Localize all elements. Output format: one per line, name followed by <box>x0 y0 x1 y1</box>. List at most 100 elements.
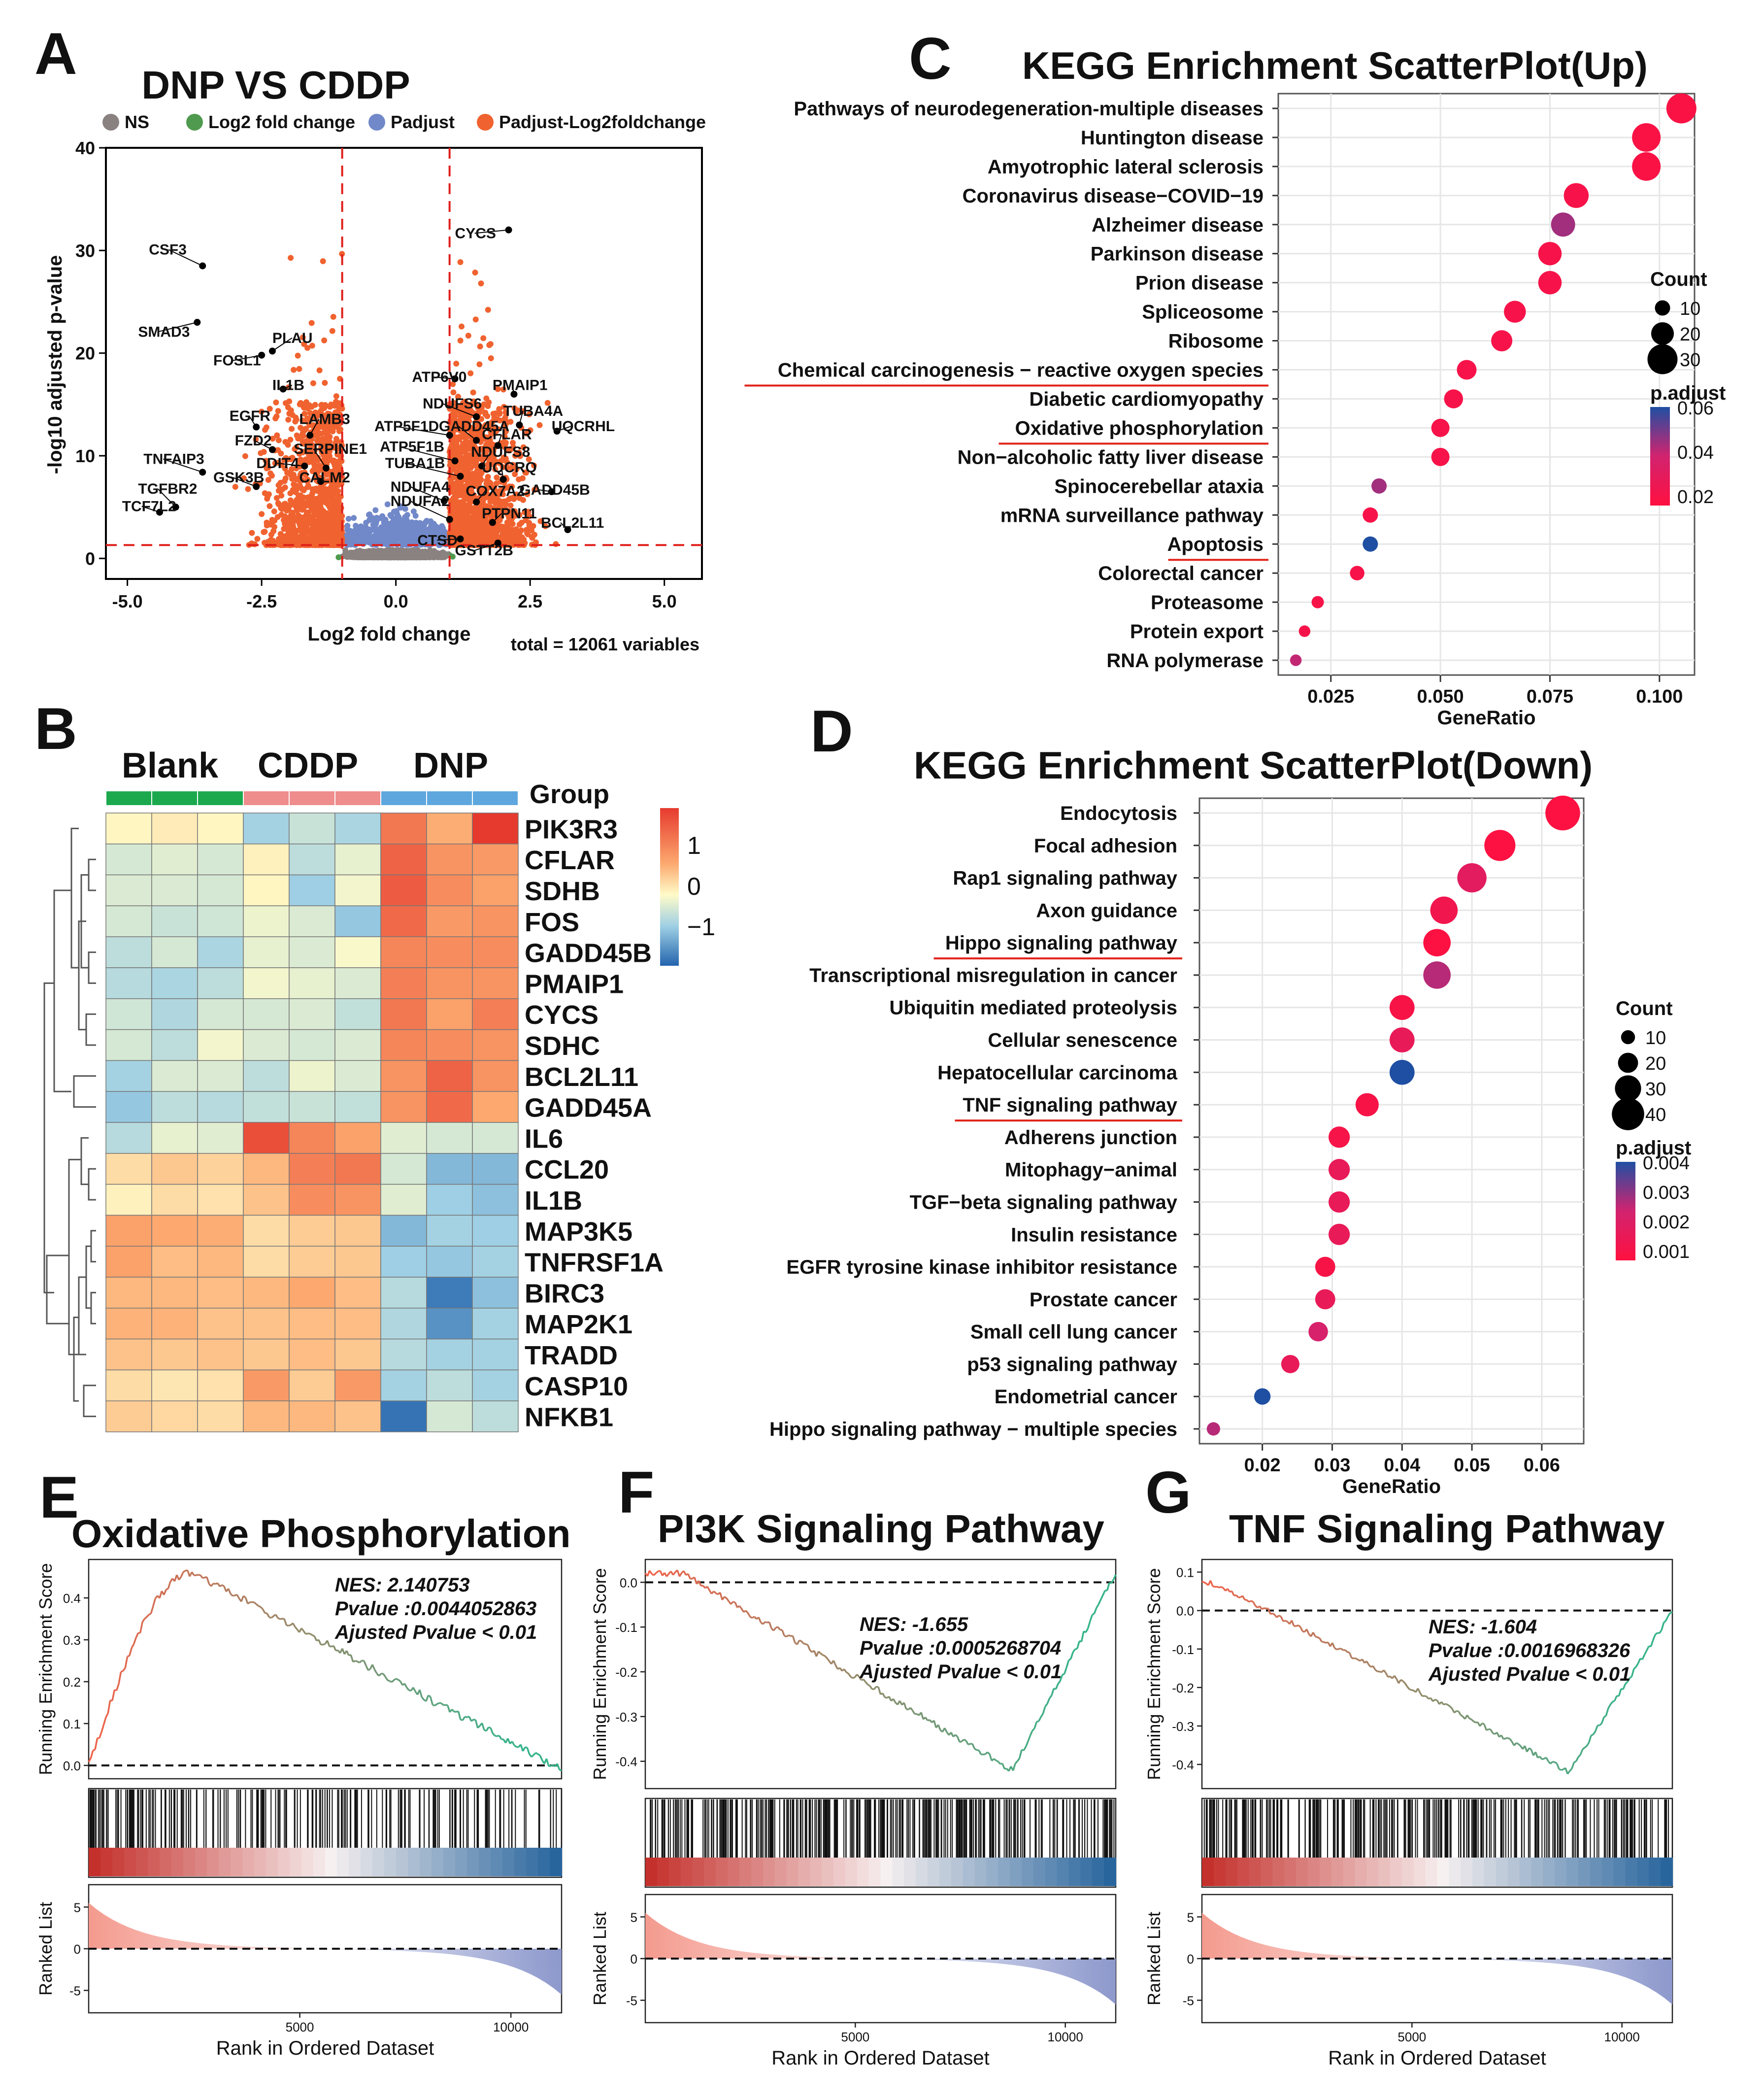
volcano-title: DNP VS CDDP <box>141 63 410 107</box>
point <box>477 343 483 350</box>
point <box>472 270 478 276</box>
plot-frame <box>105 147 703 580</box>
point <box>428 552 434 559</box>
point <box>398 551 404 557</box>
point <box>365 553 371 560</box>
point <box>409 519 415 526</box>
point <box>388 530 394 536</box>
point <box>409 536 416 542</box>
point <box>286 398 293 405</box>
point <box>478 280 484 287</box>
volcano-panel: A DNP VS CDDP NS Log2 fold change Padjust Pad… <box>34 21 706 654</box>
point <box>352 553 358 560</box>
point <box>245 486 251 492</box>
point <box>388 513 395 519</box>
point <box>351 515 357 521</box>
panel-letter: A <box>34 21 77 87</box>
point <box>330 314 336 320</box>
volcano-points <box>232 251 559 561</box>
point <box>485 306 491 313</box>
point <box>398 530 404 537</box>
point <box>335 554 342 560</box>
point <box>389 522 396 529</box>
point <box>316 367 323 373</box>
point <box>366 511 372 518</box>
point <box>292 517 298 524</box>
point <box>322 380 328 386</box>
point <box>261 529 267 535</box>
point <box>402 519 409 526</box>
point <box>275 408 281 414</box>
legend-dot <box>477 114 494 131</box>
point <box>382 516 389 523</box>
point <box>296 366 302 372</box>
point <box>321 337 328 343</box>
point <box>345 539 351 545</box>
point <box>300 433 306 439</box>
point <box>483 395 490 402</box>
point <box>249 530 255 536</box>
point <box>486 342 493 348</box>
point <box>412 512 419 519</box>
point <box>363 527 369 533</box>
point <box>291 367 297 373</box>
point <box>410 552 417 559</box>
legend-label: Log2 fold change <box>208 112 355 132</box>
legend-dot <box>368 114 385 131</box>
point <box>344 523 351 529</box>
point <box>320 258 326 265</box>
point <box>488 355 494 362</box>
point <box>434 552 440 559</box>
point <box>397 503 403 509</box>
point <box>470 389 476 396</box>
point <box>396 516 402 522</box>
point <box>414 522 421 528</box>
point <box>423 519 429 526</box>
legend-label: NS <box>125 112 149 132</box>
point <box>242 453 248 459</box>
point <box>397 524 403 531</box>
point <box>273 495 280 501</box>
point <box>367 537 374 543</box>
legend-label: Padjust-Log2foldchange <box>499 112 706 132</box>
point <box>457 259 464 265</box>
point <box>292 418 299 425</box>
point <box>402 535 408 541</box>
point <box>372 507 379 513</box>
point <box>439 553 445 559</box>
point <box>370 547 377 554</box>
point <box>391 552 398 558</box>
point <box>342 547 349 553</box>
point <box>516 476 522 482</box>
point <box>282 475 289 481</box>
point <box>368 527 374 533</box>
point <box>287 490 294 497</box>
point <box>380 523 387 530</box>
legend-label: Padjust <box>391 112 455 132</box>
point <box>329 328 335 334</box>
point <box>378 553 385 560</box>
point <box>259 511 265 517</box>
point <box>372 553 379 560</box>
point <box>536 422 543 428</box>
point <box>270 528 277 534</box>
point <box>345 515 352 522</box>
point <box>310 380 316 386</box>
point <box>346 553 352 560</box>
point <box>384 501 391 508</box>
point <box>288 255 294 261</box>
point <box>373 539 379 545</box>
point <box>275 500 281 507</box>
point <box>323 426 330 433</box>
legend-dot <box>102 114 119 131</box>
point <box>311 486 318 492</box>
point <box>361 552 367 559</box>
point <box>254 536 261 542</box>
point <box>289 426 295 432</box>
point <box>421 553 428 560</box>
point <box>271 508 277 514</box>
point <box>285 416 292 423</box>
point <box>295 352 301 359</box>
point <box>406 528 413 534</box>
